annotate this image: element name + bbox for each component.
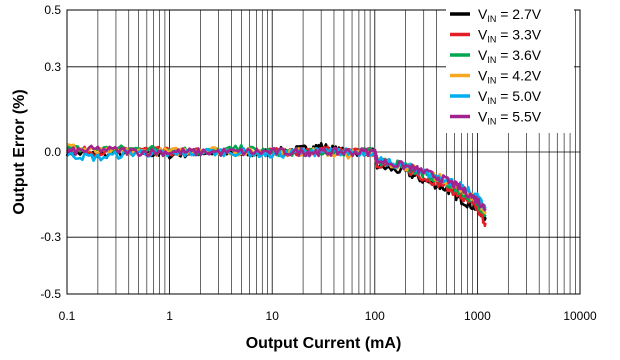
legend-entry-main: V	[478, 47, 488, 63]
legend-entry-main: V	[478, 27, 488, 43]
x-tick-label: 1	[166, 309, 173, 323]
legend-entry-value: = 5.0V	[496, 88, 541, 104]
x-tick-label: 100	[365, 309, 385, 323]
legend-entry-sub: IN	[487, 117, 496, 127]
y-axis-title: Output Error (%)	[11, 89, 28, 214]
legend-entry-value: = 3.6V	[496, 47, 541, 63]
legend-entry-main: V	[478, 6, 488, 22]
series-line-6	[65, 144, 487, 212]
x-tick-labels: 0.1 1 10 100 1000 10000	[59, 309, 597, 323]
legend-entry-value: = 3.3V	[496, 27, 541, 43]
series-lines	[65, 142, 487, 228]
legend-box	[446, 6, 574, 133]
series-line-2	[65, 145, 487, 228]
legend-entry-main: V	[478, 88, 488, 104]
x-tick-label: 10	[266, 309, 280, 323]
legend-entry: VIN = 3.3V	[478, 27, 542, 45]
x-axis-title: Output Current (mA)	[246, 335, 402, 352]
legend-entry: VIN = 4.2V	[478, 68, 542, 86]
legend-entry-sub: IN	[487, 76, 496, 86]
y-tick-label: 0.5	[44, 3, 61, 17]
y-tick-label: -0.5	[40, 287, 61, 301]
legend-entry-sub: IN	[487, 14, 496, 24]
legend-entry-value: = 4.2V	[496, 68, 541, 84]
x-tick-label: 10000	[563, 309, 597, 323]
y-tick-label: 0.3	[44, 60, 61, 74]
y-tick-label: -0.3	[40, 230, 61, 244]
x-tick-label: 1000	[464, 309, 491, 323]
legend-entry-value: = 5.5V	[496, 109, 541, 125]
y-tick-labels: 0.5 0.3 0.0 -0.3 -0.5	[40, 3, 61, 301]
y-tick-label: 0.0	[44, 145, 61, 159]
legend-entry-main: V	[478, 109, 488, 125]
legend-entry-main: V	[478, 68, 488, 84]
legend-entry-sub: IN	[487, 96, 496, 106]
legend-entry: VIN = 5.5V	[478, 109, 542, 127]
legend-entry: VIN = 5.0V	[478, 88, 542, 106]
legend-entry-sub: IN	[487, 55, 496, 65]
x-tick-label: 0.1	[59, 309, 76, 323]
plot-frame	[66, 9, 581, 295]
legend-entry-sub: IN	[487, 35, 496, 45]
legend-entry: VIN = 3.6V	[478, 47, 542, 65]
legend-entry-value: = 2.7V	[496, 6, 541, 22]
legend-entry: VIN = 2.7V	[478, 6, 542, 24]
